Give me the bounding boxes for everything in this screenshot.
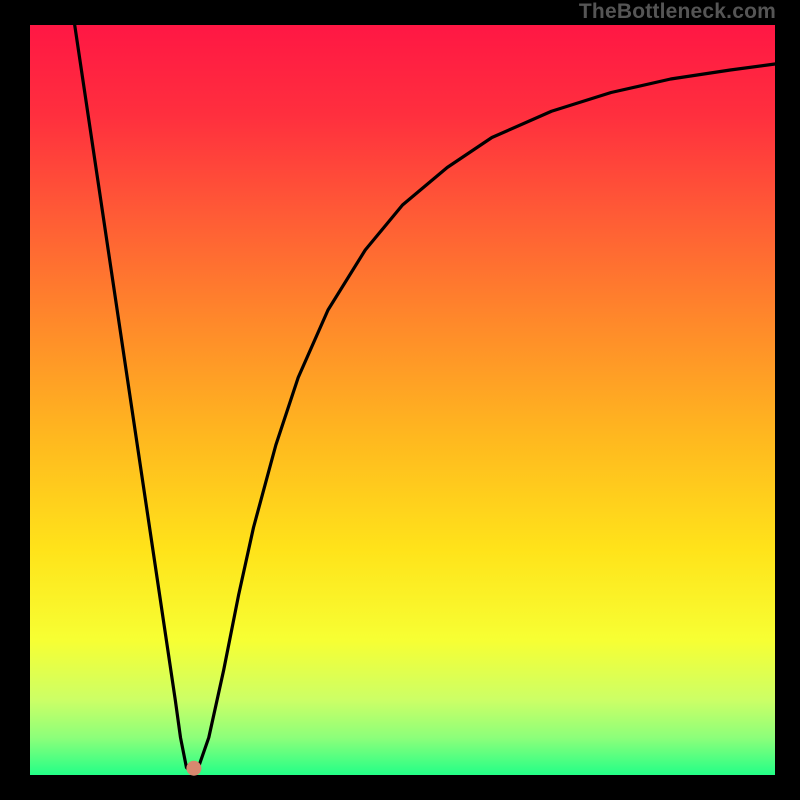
gradient-background	[30, 25, 775, 775]
chart-frame: { "source_watermark": { "text": "TheBott…	[0, 0, 800, 800]
min-point-marker	[186, 761, 201, 776]
source-watermark: TheBottleneck.com	[579, 0, 776, 24]
chart-svg	[0, 0, 800, 800]
